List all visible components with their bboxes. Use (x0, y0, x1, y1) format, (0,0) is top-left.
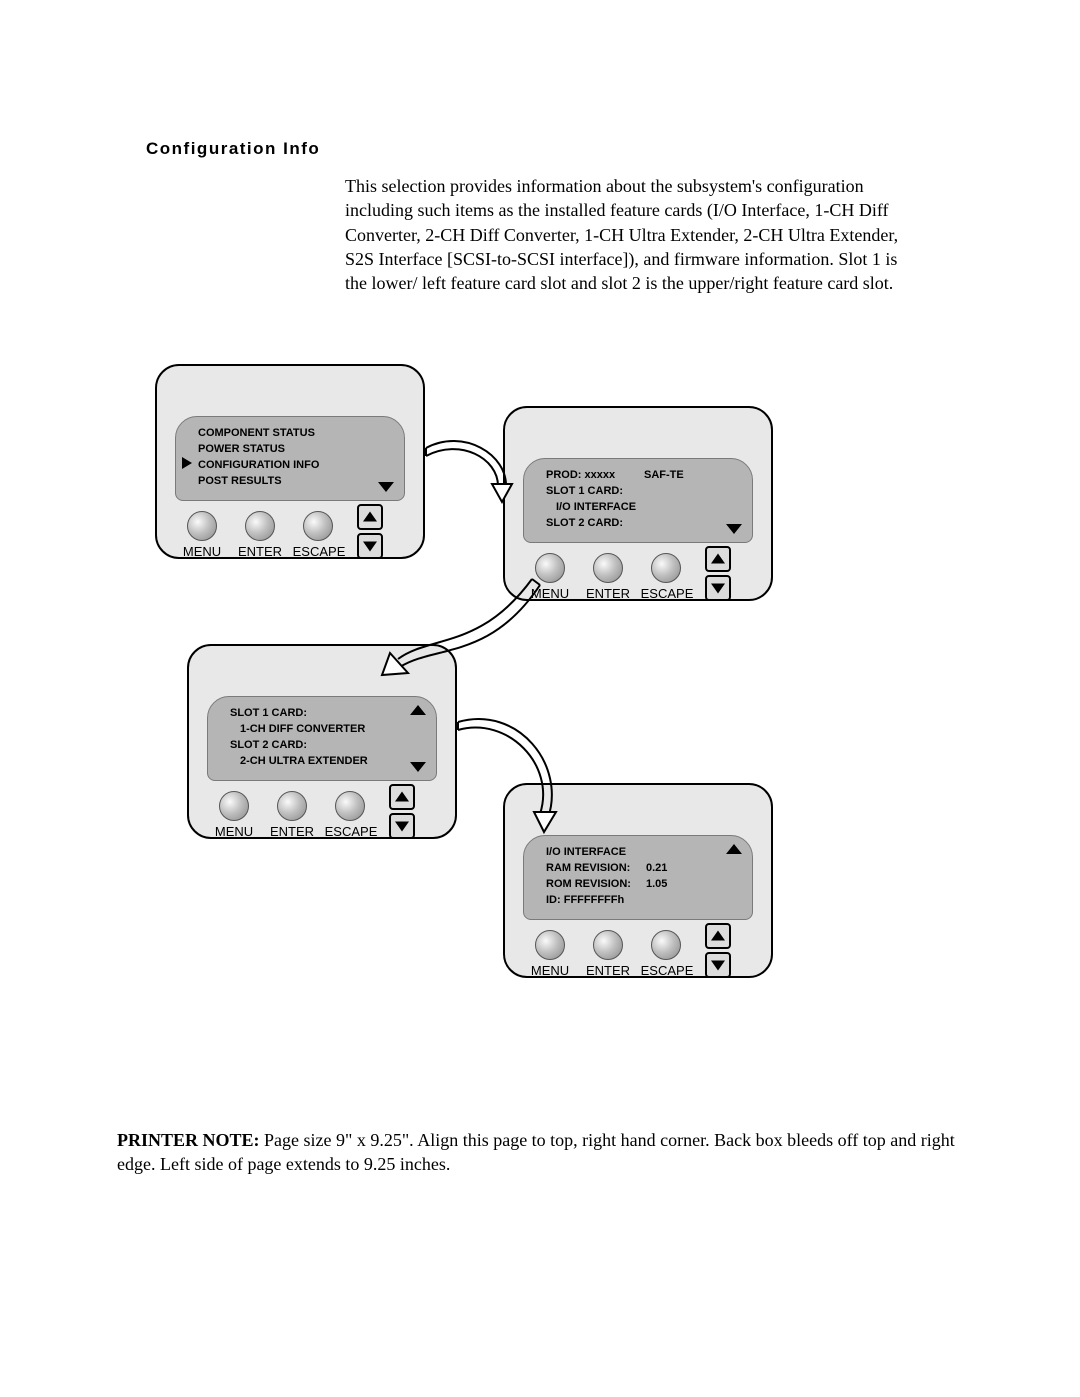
enter-label: ENTER (269, 824, 315, 839)
display-line: CONFIGURATION INFO (198, 459, 319, 471)
display-line: 1.05 (646, 878, 667, 890)
menu-button[interactable] (187, 511, 217, 541)
scroll-up-button[interactable] (389, 784, 415, 810)
scroll-down-button[interactable] (705, 952, 731, 978)
display-line: SAF-TE (644, 469, 684, 481)
scroll-up-icon (726, 844, 742, 854)
scroll-down-button[interactable] (357, 533, 383, 559)
lcd-panel-1: COMPONENT STATUS POWER STATUS CONFIGURAT… (155, 364, 425, 559)
escape-label: ESCAPE (639, 586, 695, 601)
escape-button[interactable] (651, 553, 681, 583)
enter-label: ENTER (585, 963, 631, 978)
display-line: SLOT 1 CARD: (546, 485, 623, 497)
display-line: SLOT 2 CARD: (230, 739, 307, 751)
enter-button[interactable] (593, 553, 623, 583)
scroll-up-button[interactable] (705, 923, 731, 949)
enter-label: ENTER (237, 544, 283, 559)
display-line: I/O INTERFACE (556, 501, 636, 513)
body-paragraph: This selection provides information abou… (345, 174, 905, 295)
menu-label: MENU (529, 963, 571, 978)
display-line: ID: FFFFFFFFh (546, 894, 624, 906)
flow-arrow-icon (418, 436, 528, 516)
lcd-display: I/O INTERFACE RAM REVISION: 0.21 ROM REV… (523, 835, 753, 920)
escape-button[interactable] (335, 791, 365, 821)
display-line: 0.21 (646, 862, 667, 874)
enter-button[interactable] (277, 791, 307, 821)
display-line: PROD: xxxxx (546, 469, 615, 481)
scroll-down-icon (378, 482, 394, 492)
flow-arrow-icon (448, 710, 578, 840)
section-heading: Configuration Info (146, 139, 320, 159)
scroll-up-button[interactable] (705, 546, 731, 572)
scroll-up-button[interactable] (357, 504, 383, 530)
scroll-down-icon (410, 762, 426, 772)
lcd-display: SLOT 1 CARD: 1-CH DIFF CONVERTER SLOT 2 … (207, 696, 437, 781)
scroll-down-icon (726, 524, 742, 534)
printer-note: PRINTER NOTE: Page size 9" x 9.25". Alig… (117, 1128, 963, 1177)
display-line: SLOT 2 CARD: (546, 517, 623, 529)
enter-button[interactable] (593, 930, 623, 960)
cursor-icon (182, 457, 192, 469)
menu-button[interactable] (535, 930, 565, 960)
menu-label: MENU (213, 824, 255, 839)
printer-note-bold: PRINTER NOTE: (117, 1130, 260, 1150)
menu-button[interactable] (219, 791, 249, 821)
lcd-display: COMPONENT STATUS POWER STATUS CONFIGURAT… (175, 416, 405, 501)
display-line: SLOT 1 CARD: (230, 707, 307, 719)
escape-button[interactable] (651, 930, 681, 960)
display-line: 2-CH ULTRA EXTENDER (240, 755, 368, 767)
scroll-down-button[interactable] (389, 813, 415, 839)
escape-label: ESCAPE (291, 544, 347, 559)
enter-button[interactable] (245, 511, 275, 541)
display-line: RAM REVISION: (546, 862, 630, 874)
escape-label: ESCAPE (323, 824, 379, 839)
menu-label: MENU (181, 544, 223, 559)
lcd-panel-2: PROD: xxxxx SAF-TE SLOT 1 CARD: I/O INTE… (503, 406, 773, 601)
display-line: ROM REVISION: (546, 878, 631, 890)
display-line: 1-CH DIFF CONVERTER (240, 723, 365, 735)
display-line: COMPONENT STATUS (198, 427, 315, 439)
escape-label: ESCAPE (639, 963, 695, 978)
display-line: POST RESULTS (198, 475, 282, 487)
flow-arrow-icon (380, 575, 560, 695)
display-line: I/O INTERFACE (546, 846, 626, 858)
escape-button[interactable] (303, 511, 333, 541)
display-line: POWER STATUS (198, 443, 285, 455)
lcd-display: PROD: xxxxx SAF-TE SLOT 1 CARD: I/O INTE… (523, 458, 753, 543)
scroll-down-button[interactable] (705, 575, 731, 601)
enter-label: ENTER (585, 586, 631, 601)
scroll-up-icon (410, 705, 426, 715)
